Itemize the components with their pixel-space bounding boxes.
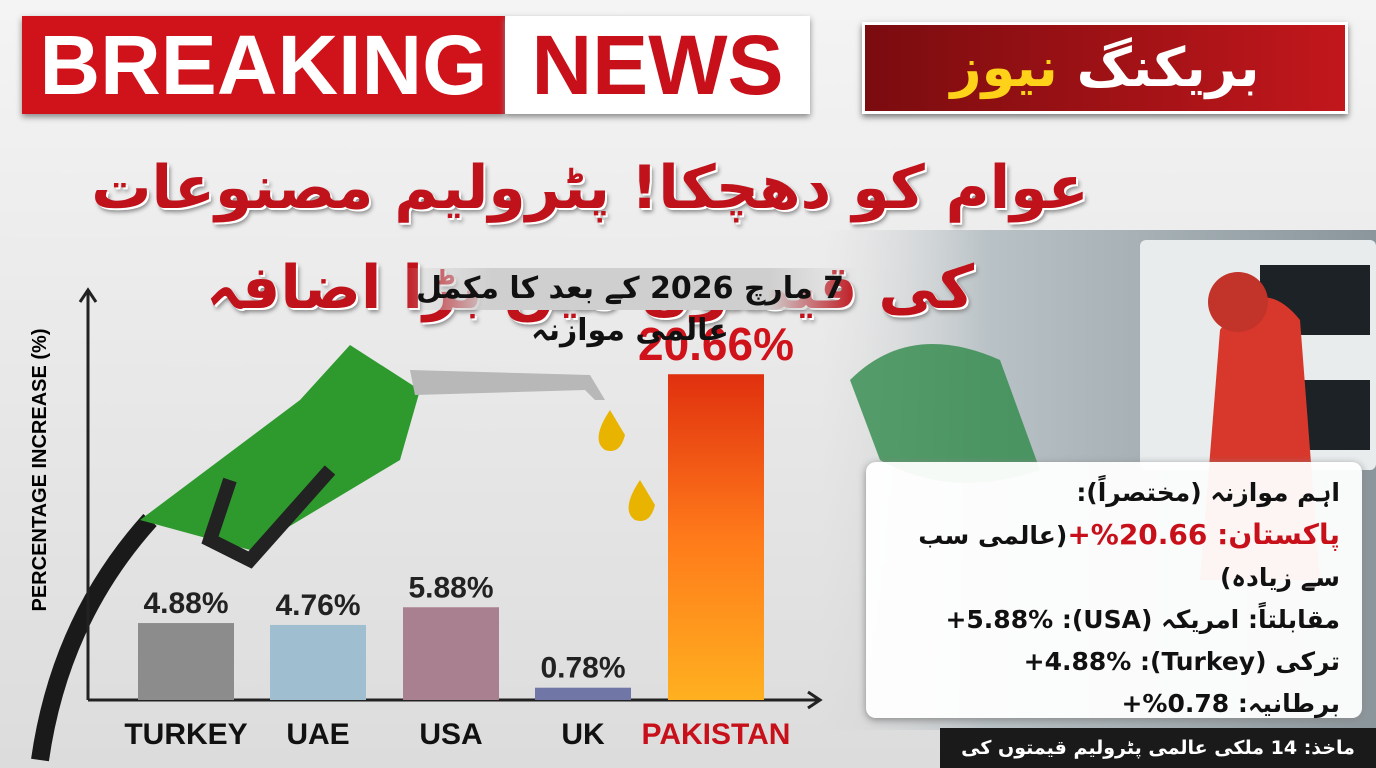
nozzle-handle — [140, 345, 420, 550]
x-axis-arrow — [807, 690, 823, 710]
value-label: 4.76% — [275, 589, 360, 622]
news: NEWS — [505, 16, 810, 114]
value-label: 20.66% — [638, 318, 794, 370]
value-label: 0.78% — [540, 652, 625, 685]
urdu-breaking: بریکنگ — [1076, 36, 1260, 99]
headline: عوام کو دھچکا! پٹرولیم مصنوعات کی قیمتوں… — [91, 153, 1089, 323]
attendant-cap — [1208, 272, 1268, 332]
drop — [598, 410, 625, 451]
info-box: اہم موازنہ (مختصراً): پاکستان: 20.66%+(ع… — [866, 462, 1362, 718]
hose — [31, 513, 157, 762]
bar — [270, 624, 366, 700]
urdu-news: نیوز — [950, 36, 1058, 99]
y-axis-label: PERCENTAGE INCREASE (%) — [29, 329, 51, 612]
value-label: 5.88% — [408, 571, 493, 604]
source: ماخذ: 14 ملکی عالمی پٹرولیم قیمتوں کی رپ… — [940, 728, 1376, 768]
drop — [628, 480, 655, 521]
info-line: ترکی (Turkey): 4.88%+ — [1023, 647, 1340, 676]
nozzle-trigger — [201, 465, 336, 569]
x-tick-label: PAKISTAN — [642, 718, 791, 751]
value-label: 4.88% — [143, 587, 228, 620]
info-line: برطانیہ: 0.78%+ — [1121, 689, 1340, 718]
x-tick-label: UK — [561, 718, 605, 751]
x-tick-label: UAE — [286, 718, 349, 751]
info-heading: اہم موازنہ (مختصراً): — [1076, 478, 1340, 507]
photo-nozzle — [850, 344, 1040, 483]
info-pakistan: پاکستان: 20.66%+ — [1067, 518, 1340, 551]
bar — [668, 374, 764, 700]
bar — [535, 687, 631, 700]
y-axis-arrow — [78, 287, 98, 303]
breaking: BREAKING — [22, 16, 505, 114]
bar — [403, 607, 499, 700]
nozzle-spout — [410, 370, 605, 400]
info-line: مقابلتاً: امریکہ (USA): 5.88%+ — [945, 605, 1340, 634]
info-pakistan-note: (عالمی سب سے زیادہ) — [918, 521, 1340, 592]
subtitle: 7 مارچ 2026 کے بعد کا مکمل عالمی موازنہ — [400, 268, 860, 348]
info-pakistan-line: پاکستان: 20.66%+(عالمی سب سے زیادہ) — [888, 514, 1340, 599]
urdu-banner: بریکنگ نیوز — [862, 22, 1348, 114]
bar — [138, 623, 234, 700]
x-tick-label: TURKEY — [124, 718, 247, 751]
x-tick-label: USA — [419, 718, 482, 751]
